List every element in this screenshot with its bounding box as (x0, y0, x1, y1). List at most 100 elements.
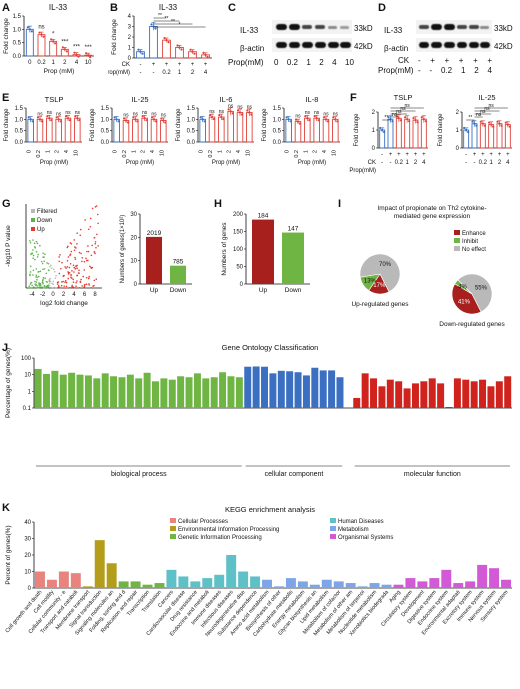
y-tick-label: 1.0 (13, 27, 22, 33)
volcano-point (74, 286, 76, 289)
x-tick-label: 10 (85, 60, 92, 66)
group-label: cellular component (265, 471, 324, 478)
significance-label: ns (247, 105, 253, 111)
data-point (412, 117, 415, 120)
bar (177, 376, 185, 408)
data-point (381, 128, 384, 132)
bar (160, 120, 167, 143)
bar (285, 578, 296, 588)
blot-row-label: IL-33 (240, 26, 259, 35)
volcano-point (44, 286, 46, 289)
volcano-point (86, 250, 88, 253)
volcano-point (32, 286, 35, 288)
x-tick-label: 10 (331, 150, 337, 156)
bar (101, 373, 109, 408)
data-label: 2019 (147, 230, 162, 237)
pie-caption: Down-regulated genes (439, 321, 505, 328)
y-tick-label: 0 (240, 282, 244, 288)
prop-tick: 2 (498, 160, 502, 166)
bar (94, 540, 105, 588)
bar (35, 571, 45, 588)
panel-g-volcano-and-bar: Filtered Down Up -4 -2 0 2 4 6 8 log2 fold change -… (5, 204, 192, 307)
bar (142, 584, 153, 588)
volcano-point (39, 244, 41, 247)
bar (250, 576, 261, 588)
y-tick-label: 1 (456, 128, 460, 134)
volcano-point (30, 253, 32, 256)
volcano-point (30, 281, 32, 284)
data-point (165, 39, 168, 42)
volcano-point (42, 281, 44, 284)
panel-j: J Gene Ontology Classification 0.1 1 10 100 P… (0, 340, 520, 500)
panel-letter: E (2, 92, 10, 104)
prop-tick: - (418, 66, 421, 75)
bar (429, 578, 440, 588)
bar (135, 378, 143, 408)
volcano-point (42, 256, 44, 259)
x-axis-label: Prop (mM) (212, 160, 240, 166)
significance-label: ns (480, 109, 486, 115)
bar (393, 584, 404, 588)
data-point (57, 118, 60, 121)
pie-slice (451, 283, 482, 315)
data-point (332, 116, 335, 119)
ck-tick: + (498, 152, 502, 158)
legend-label: Enhance (462, 231, 486, 237)
data-point (167, 41, 170, 44)
data-point (199, 116, 202, 119)
x-tick-label: 2 (63, 60, 67, 66)
bar (501, 579, 511, 588)
volcano-point (39, 284, 42, 287)
volcano-point (89, 265, 91, 268)
prop-tick: - (429, 66, 433, 75)
ck-tick: + (444, 56, 450, 65)
data-point (40, 33, 43, 36)
bar (504, 124, 511, 149)
volcano-point (85, 283, 88, 286)
volcano-point (90, 286, 92, 289)
volcano-point (48, 278, 51, 281)
volcano-point (42, 276, 45, 279)
volcano-point (91, 266, 94, 269)
y-axis-label: Fold change (4, 108, 10, 142)
volcano-point (67, 277, 70, 280)
panel-a: A IL-33 0.0 0.5 1.0 1.5 0 ns 0.2 * 1 *** 2 *** 4 *** 10… (0, 0, 100, 80)
x-tick-label: Up (259, 287, 268, 294)
bar (143, 372, 151, 408)
volcano-point (67, 256, 70, 258)
data-point (176, 44, 179, 47)
volcano-point (85, 257, 87, 260)
data-point (222, 117, 225, 121)
volcano-point (85, 276, 88, 279)
volcano-point (31, 284, 33, 287)
panel-letter: B (110, 2, 118, 14)
bar (489, 568, 500, 588)
data-point (117, 120, 120, 123)
bar (261, 366, 269, 408)
bar (93, 378, 101, 408)
significance-label: ns (47, 110, 53, 116)
volcano-point (38, 284, 40, 286)
volcano-point (61, 281, 63, 283)
bar (313, 117, 320, 143)
data-point (236, 109, 240, 112)
x-tick-label: 0.2 (37, 60, 46, 66)
y-tick-label: 4 (128, 14, 132, 20)
prop-tick: 4 (204, 70, 208, 76)
legend-swatch (31, 209, 35, 213)
bar (495, 381, 503, 408)
prop-tick: - (465, 160, 467, 166)
volcano-point (35, 268, 38, 270)
pie-label: 70% (379, 262, 392, 268)
y-axis-label: Numbers of genes (221, 222, 228, 276)
bar (395, 381, 403, 408)
volcano-point (42, 287, 45, 289)
prop-tick: - (140, 70, 142, 76)
volcano-point (69, 262, 72, 265)
volcano-point (87, 245, 89, 247)
data-point (145, 119, 148, 122)
pie-label: 4% (458, 285, 467, 291)
x-tick-label: 4 (64, 150, 70, 153)
data-point (64, 115, 68, 118)
x-tick-label: 4 (150, 150, 156, 153)
